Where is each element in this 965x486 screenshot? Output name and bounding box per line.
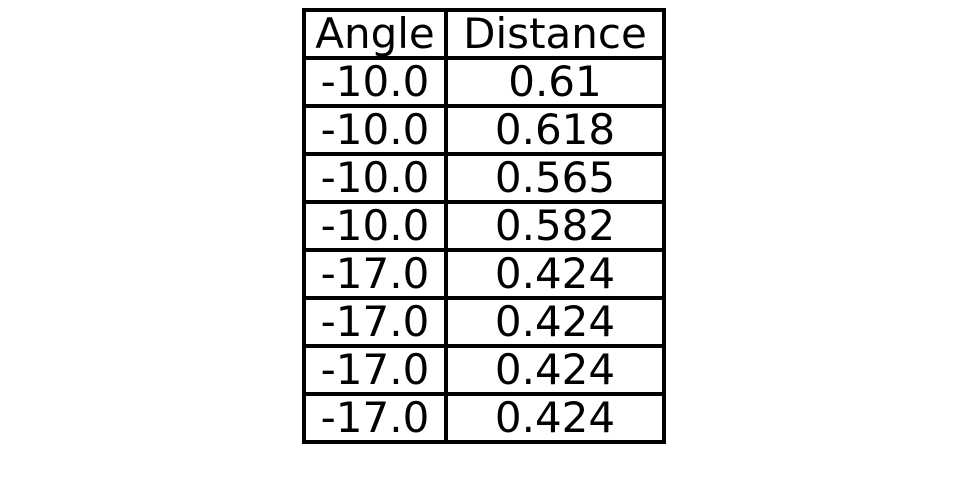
table-row: -17.0 0.424 (302, 392, 666, 444)
distance-cell: 0.424 (444, 248, 666, 300)
column-header-angle: Angle (302, 8, 448, 60)
distance-cell: 0.424 (444, 296, 666, 348)
angle-cell: -10.0 (302, 200, 448, 252)
table-row: -10.0 0.582 (302, 200, 666, 252)
distance-cell: 0.61 (444, 56, 666, 108)
distance-cell: 0.582 (444, 200, 666, 252)
column-header-distance: Distance (444, 8, 666, 60)
angle-cell: -10.0 (302, 56, 448, 108)
angle-cell: -17.0 (302, 344, 448, 396)
header-row: Angle Distance (302, 8, 666, 60)
table-row: -17.0 0.424 (302, 248, 666, 300)
distance-cell: 0.565 (444, 152, 666, 204)
distance-cell: 0.618 (444, 104, 666, 156)
angle-cell: -17.0 (302, 296, 448, 348)
table-row: -17.0 0.424 (302, 344, 666, 396)
angle-cell: -17.0 (302, 392, 448, 444)
distance-cell: 0.424 (444, 392, 666, 444)
table-row: -10.0 0.618 (302, 104, 666, 156)
angle-cell: -17.0 (302, 248, 448, 300)
data-table: Angle Distance -10.0 0.61 -10.0 0.618 -1… (302, 8, 666, 444)
angle-cell: -10.0 (302, 152, 448, 204)
table-row: -17.0 0.424 (302, 296, 666, 348)
distance-cell: 0.424 (444, 344, 666, 396)
table-row: -10.0 0.565 (302, 152, 666, 204)
angle-cell: -10.0 (302, 104, 448, 156)
table-row: -10.0 0.61 (302, 56, 666, 108)
